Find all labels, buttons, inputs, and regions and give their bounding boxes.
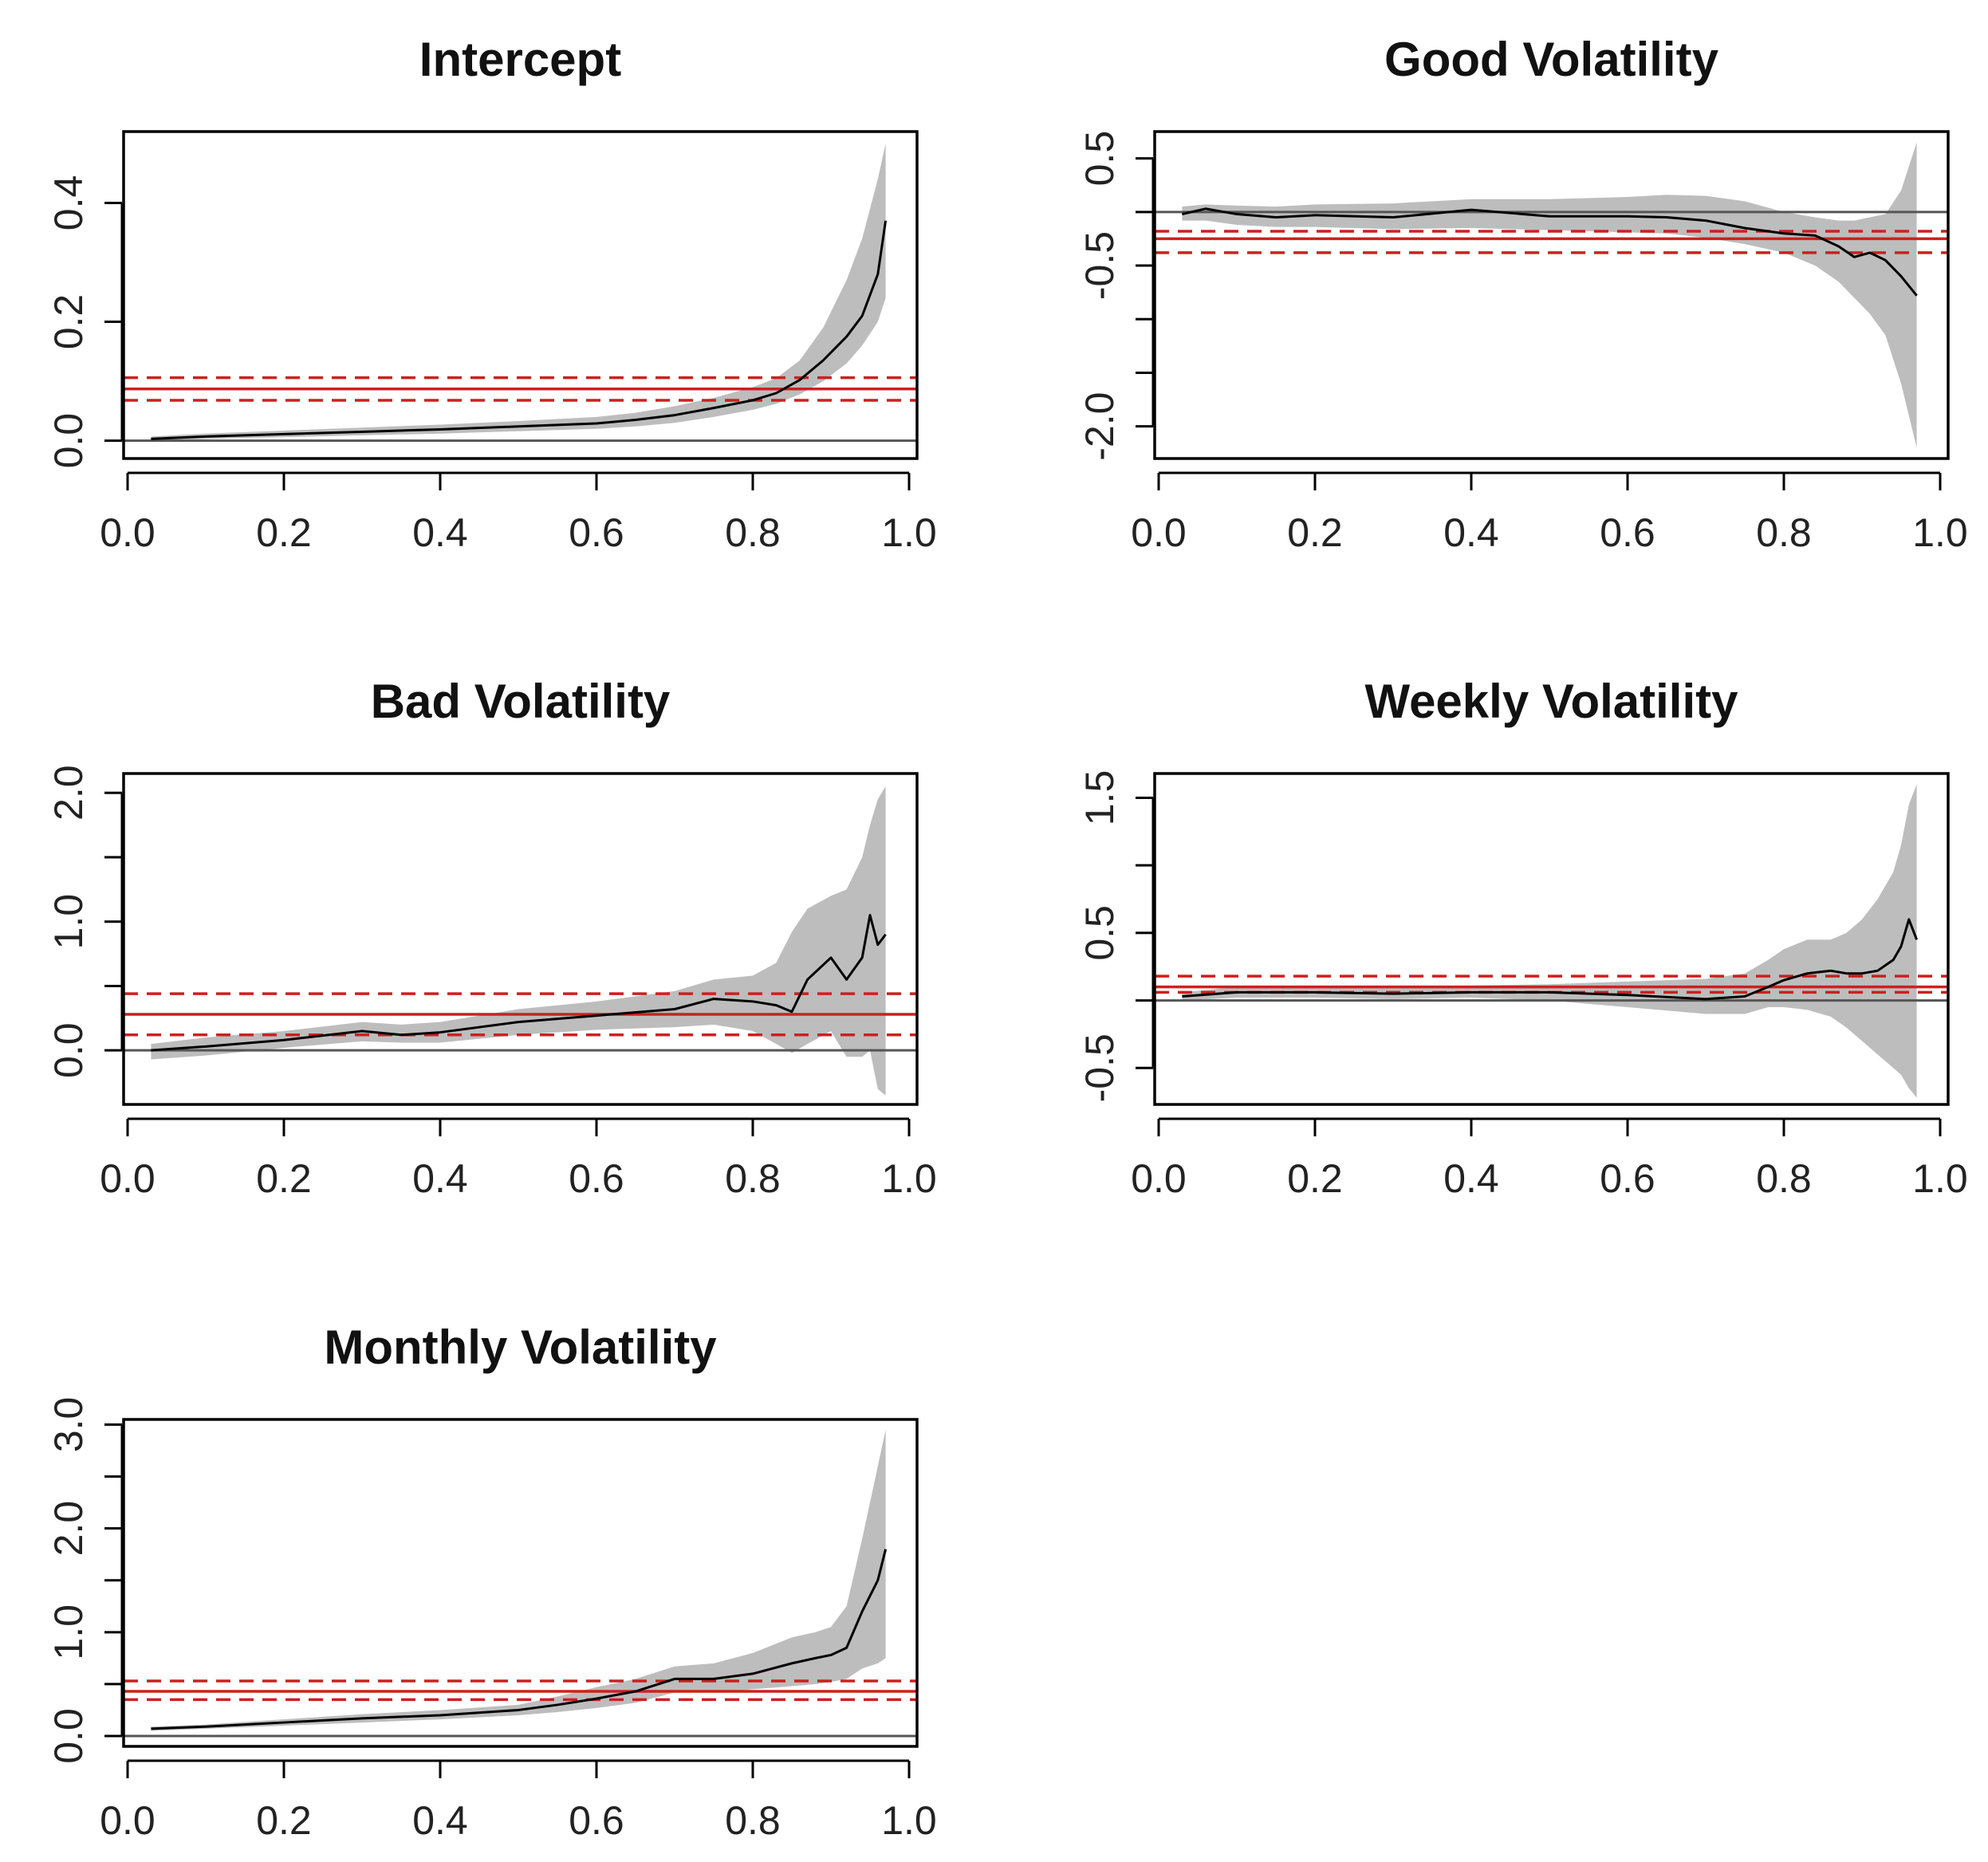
plot-frame (122, 130, 919, 460)
y-tick-label: -0.5 (1077, 1033, 1122, 1102)
x-tick-label: 0.6 (569, 1798, 624, 1843)
panel-title: Monthly Volatility (324, 1321, 717, 1374)
x-tick-label: 0.6 (1600, 510, 1655, 555)
x-tick-label: 0.0 (1131, 510, 1187, 555)
x-tick-label: 0.8 (725, 1798, 781, 1843)
panel-title: Good Volatility (1384, 33, 1719, 86)
panel-5: Monthly Volatility 0.0 0.2 0.4 0.6 0.8 1.0 0.0 1… (46, 1321, 937, 1843)
x-tick-label: 0.4 (1443, 1156, 1499, 1201)
x-tick-label: 0.8 (1756, 1156, 1812, 1201)
x-tick-label: 0.0 (1131, 1156, 1187, 1201)
y-axis: -0.5 0.5 1.5 (1077, 770, 1155, 1102)
x-tick-label: 0.6 (1600, 1156, 1655, 1201)
x-tick-label: 0.4 (412, 510, 468, 555)
y-tick-label: 0.5 (1077, 905, 1122, 961)
y-axis: 0.0 1.0 2.0 3.0 (46, 1397, 124, 1764)
plot-area (1155, 142, 1948, 448)
x-axis: 0.0 0.2 0.4 0.6 0.8 1.0 (1131, 471, 1968, 555)
x-tick-label: 1.0 (1912, 1156, 1968, 1201)
x-tick-label: 1.0 (881, 1156, 937, 1201)
confidence-band (1182, 142, 1917, 448)
panel-title: Bad Volatility (371, 675, 671, 728)
x-tick-label: 0.8 (725, 510, 781, 555)
x-tick-label: 0.6 (569, 510, 624, 555)
y-tick-label: 0.0 (46, 1708, 91, 1764)
x-tick-label: 1.0 (881, 510, 937, 555)
x-tick-label: 0.0 (100, 1798, 155, 1843)
panel-title: Intercept (419, 33, 621, 86)
quantile-estimate-line (151, 1549, 888, 1730)
x-axis: 0.0 0.2 0.4 0.6 0.8 1.0 (1131, 1117, 1968, 1201)
plot-area (124, 1430, 917, 1738)
y-axis: 0.0 0.2 0.4 (46, 175, 124, 469)
panel-title: Weekly Volatility (1365, 675, 1739, 728)
y-tick-label: 2.0 (46, 1501, 91, 1557)
x-tick-label: 0.8 (725, 1156, 781, 1201)
x-tick-label: 0.4 (412, 1156, 468, 1201)
y-tick-label: 0.0 (46, 1022, 91, 1078)
x-tick-label: 0.2 (256, 1798, 312, 1843)
y-tick-label: 1.0 (46, 1604, 91, 1660)
y-tick-label: 1.0 (46, 894, 91, 950)
x-tick-label: 0.4 (1443, 510, 1499, 555)
plot-frame (122, 772, 919, 1106)
x-tick-label: 0.0 (100, 510, 155, 555)
quantile-estimate-line (151, 914, 887, 1052)
confidence-band (151, 786, 886, 1096)
y-tick-label: 3.0 (46, 1397, 91, 1453)
x-tick-label: 0.2 (256, 510, 312, 555)
x-tick-label: 1.0 (881, 1798, 937, 1843)
x-tick-label: 0.2 (256, 1156, 312, 1201)
y-tick-label: 1.5 (1077, 770, 1122, 826)
quantile-estimate-line (151, 220, 888, 440)
y-tick-label: 0.2 (46, 294, 91, 350)
x-tick-label: 0.6 (569, 1156, 624, 1201)
plot-area (124, 786, 917, 1096)
x-tick-label: 0.0 (100, 1156, 155, 1201)
y-tick-label: 0.0 (46, 413, 91, 469)
plot-frame (1153, 772, 1950, 1106)
y-tick-label: -0.5 (1077, 231, 1122, 300)
x-tick-label: 0.2 (1287, 1156, 1343, 1201)
panel-2: Good Volatility 0.0 0.2 0.4 0.6 0.8 1.0 -2.0 -0.… (1077, 33, 1968, 555)
plot-area (124, 143, 917, 443)
y-tick-label: -2.0 (1077, 392, 1122, 461)
quantile-estimate-line (1182, 207, 1918, 297)
quantile-estimate-line (1182, 918, 1918, 1001)
y-axis: 0.0 1.0 2.0 (46, 765, 124, 1078)
plot-frame (1153, 130, 1950, 460)
x-tick-label: 0.8 (1756, 510, 1812, 555)
x-tick-label: 1.0 (1912, 510, 1968, 555)
panel-1: Intercept 0.0 0.2 0.4 0.6 0.8 1.0 0.0 0.2 0.4 (46, 33, 937, 555)
y-axis: -2.0 -0.5 0.5 (1077, 131, 1155, 461)
x-tick-label: 0.4 (412, 1798, 468, 1843)
x-axis: 0.0 0.2 0.4 0.6 0.8 1.0 (100, 1117, 937, 1201)
panel-3: Bad Volatility 0.0 0.2 0.4 0.6 0.8 1.0 0.0 1.0 2.… (46, 675, 937, 1201)
x-axis: 0.0 0.2 0.4 0.6 0.8 1.0 (100, 471, 937, 555)
y-tick-label: 0.4 (46, 175, 91, 231)
y-tick-label: 2.0 (46, 765, 91, 821)
x-axis: 0.0 0.2 0.4 0.6 0.8 1.0 (100, 1759, 937, 1843)
y-tick-label: 0.5 (1077, 131, 1122, 187)
plot-area (1155, 784, 1948, 1098)
x-tick-label: 0.2 (1287, 510, 1343, 555)
plot-frame (122, 1418, 919, 1748)
